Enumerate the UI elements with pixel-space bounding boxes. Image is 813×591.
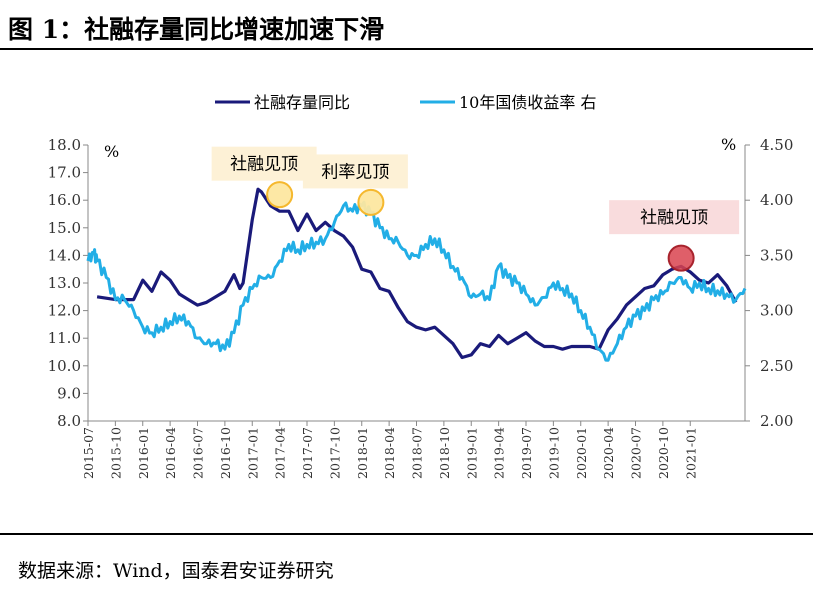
peak-marker bbox=[667, 244, 695, 272]
annotation-label-bg bbox=[302, 154, 408, 189]
legend-label-bond: 10年国债收益率 右 bbox=[459, 93, 596, 112]
left-tick-label: 14.0 bbox=[48, 246, 81, 264]
left-tick-label: 8.0 bbox=[57, 412, 81, 430]
left-tick-label: 16.0 bbox=[48, 191, 81, 209]
left-tick-label: 12.0 bbox=[48, 302, 81, 320]
annotation-label-bg bbox=[211, 146, 317, 181]
x-tick-label: 2017-04 bbox=[273, 427, 288, 479]
x-tick-label: 2017-01 bbox=[245, 427, 260, 479]
left-tick-label: 15.0 bbox=[48, 219, 81, 237]
x-tick-label: 2020-01 bbox=[574, 427, 589, 479]
series-line-bond-yield bbox=[86, 200, 747, 362]
x-tick-label: 2015-07 bbox=[81, 427, 96, 479]
left-tick-label: 11.0 bbox=[48, 329, 81, 347]
series-line-tsf-growth bbox=[96, 187, 738, 360]
x-tick-label: 2016-07 bbox=[191, 427, 206, 479]
x-tick-label: 2021-01 bbox=[683, 427, 698, 479]
x-tick-label: 2020-07 bbox=[629, 427, 644, 479]
annotation-label-bg bbox=[609, 200, 740, 235]
left-unit-label: % bbox=[104, 142, 119, 161]
annotation-label: 利率见顶 bbox=[321, 162, 389, 182]
right-tick-label: 3.00 bbox=[760, 302, 793, 320]
x-tick-label: 2018-04 bbox=[382, 427, 397, 479]
x-tick-label: 2019-07 bbox=[519, 427, 534, 479]
figure-title: 图 1：社融存量同比增速加速下滑 bbox=[8, 15, 385, 44]
x-tick-label: 2016-04 bbox=[163, 427, 178, 479]
x-tick-label: 2018-10 bbox=[437, 427, 452, 479]
right-tick-label: 2.00 bbox=[760, 412, 793, 430]
right-unit-label: % bbox=[721, 135, 736, 154]
annotation-label: 社融见顶 bbox=[640, 208, 708, 228]
x-tick-label: 2019-04 bbox=[492, 427, 507, 479]
x-tick-label: 2020-10 bbox=[656, 427, 671, 479]
x-tick-label: 2019-01 bbox=[464, 427, 479, 479]
left-tick-label: 13.0 bbox=[48, 274, 81, 292]
legend-label-tsf: 社融存量同比 bbox=[254, 93, 350, 112]
left-tick-label: 9.0 bbox=[57, 384, 81, 402]
x-tick-label: 2017-10 bbox=[327, 427, 342, 479]
peak-marker bbox=[357, 188, 385, 216]
x-tick-label: 2019-10 bbox=[546, 427, 561, 479]
x-tick-label: 2017-07 bbox=[300, 427, 315, 479]
title-rule bbox=[0, 48, 813, 50]
legend: 社融存量同比 10年国债收益率 右 bbox=[215, 93, 596, 112]
x-tick-label: 2016-01 bbox=[136, 427, 151, 479]
axes: 8.0 9.0 10.0 11.0 12.0 13.0 14.0 15.0 16.0 17.0 18… bbox=[48, 135, 794, 479]
left-tick-label: 10.0 bbox=[48, 357, 81, 375]
line-chart: 社融存量同比 10年国债收益率 右 8.0 9.0 10.0 11.0 12.0 13.0… bbox=[48, 93, 794, 479]
figure-source: 数据来源：Wind，国泰君安证券研究 bbox=[18, 560, 334, 582]
x-tick-label: 2018-01 bbox=[355, 427, 370, 479]
right-tick-label: 4.50 bbox=[760, 136, 793, 154]
right-tick-label: 2.50 bbox=[760, 357, 793, 375]
source-rule bbox=[0, 533, 813, 535]
x-tick-label: 2020-04 bbox=[601, 427, 616, 479]
series-layer bbox=[86, 187, 747, 362]
annotation-label: 社融见顶 bbox=[230, 155, 298, 175]
right-tick-label: 3.50 bbox=[760, 246, 793, 264]
left-tick-label: 18.0 bbox=[48, 136, 81, 154]
x-tick-label: 2018-07 bbox=[410, 427, 425, 479]
peak-marker bbox=[266, 181, 294, 209]
left-tick-label: 17.0 bbox=[48, 164, 81, 182]
right-tick-label: 4.00 bbox=[760, 191, 793, 209]
x-tick-label: 2015-10 bbox=[108, 427, 123, 479]
x-tick-label: 2016-10 bbox=[218, 427, 233, 479]
